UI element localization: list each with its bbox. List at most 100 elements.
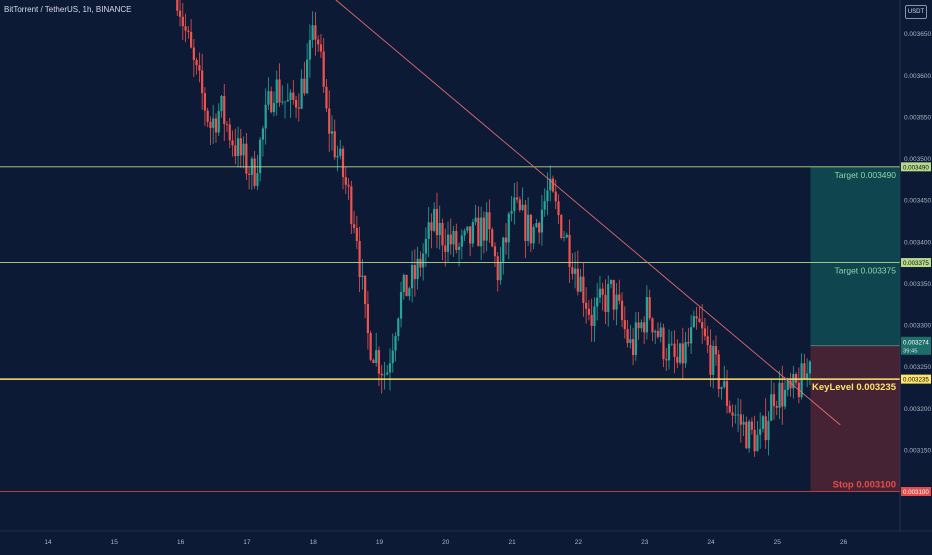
candle-body	[181, 16, 184, 27]
currency-badge[interactable]: USDT	[905, 5, 927, 19]
candle-body	[446, 234, 450, 252]
candle	[303, 61, 306, 96]
candle	[767, 411, 770, 456]
candle-body	[665, 359, 668, 361]
candle-body	[272, 103, 276, 113]
candle-body	[333, 131, 336, 158]
price-tick-label: 0.003350	[904, 281, 931, 288]
candle	[703, 317, 707, 341]
candle-body	[239, 138, 242, 156]
candle	[430, 213, 433, 249]
candle	[615, 283, 618, 326]
candle-body	[328, 108, 331, 134]
candle-body	[308, 40, 311, 60]
candle	[535, 218, 538, 229]
candle-body	[618, 294, 621, 301]
candle	[319, 34, 323, 58]
candle	[253, 151, 256, 189]
candle-body	[253, 158, 256, 186]
candle	[491, 227, 494, 248]
candle-body	[803, 363, 806, 380]
candle-body	[223, 96, 226, 125]
candle	[540, 194, 544, 246]
candle	[712, 340, 715, 389]
candle-body	[184, 26, 187, 31]
candle	[375, 332, 378, 367]
candle-body	[463, 230, 466, 236]
candle	[482, 211, 486, 254]
candle	[692, 310, 695, 328]
candle-body	[562, 237, 566, 239]
candle	[654, 329, 657, 344]
candle-body	[364, 275, 367, 305]
candle	[333, 119, 336, 160]
candle	[325, 79, 328, 113]
candle-body	[187, 30, 190, 32]
candle	[264, 88, 267, 145]
candle-body	[248, 173, 251, 175]
candle	[759, 412, 762, 449]
candle	[659, 322, 662, 343]
candle	[717, 349, 720, 398]
candle-body	[380, 373, 383, 376]
candle-body	[609, 280, 613, 285]
time-tick-label: 16	[177, 539, 185, 546]
candle-body	[278, 79, 281, 103]
candle	[725, 369, 729, 414]
candle-body	[585, 302, 588, 309]
candle-body	[739, 414, 742, 425]
candle	[444, 228, 447, 267]
candle	[745, 416, 748, 449]
candle-body	[435, 208, 439, 236]
candle-body	[195, 60, 198, 66]
candle-body	[615, 294, 618, 310]
candle	[551, 175, 555, 193]
price-tick-label: 0.003150	[904, 447, 931, 454]
time-tick-label: 18	[310, 539, 318, 546]
candle	[684, 332, 687, 368]
candle-body	[596, 297, 599, 307]
countdown-label: 39:45	[903, 348, 918, 354]
candle-body	[242, 143, 245, 156]
candle	[466, 226, 469, 234]
candle	[620, 292, 624, 328]
candle-body	[543, 201, 546, 210]
candle	[294, 96, 298, 118]
time-tick-label: 17	[243, 539, 251, 546]
candle	[507, 211, 510, 260]
candle-body	[444, 245, 447, 252]
candle	[631, 327, 635, 366]
stop-zone	[810, 345, 900, 492]
candle	[626, 319, 629, 348]
candle	[521, 187, 524, 211]
candle-body	[698, 318, 701, 322]
candle-body	[386, 372, 389, 375]
candle-body	[377, 350, 381, 374]
candle-body	[515, 197, 519, 200]
candle-body	[806, 373, 809, 380]
price-tag-label: 0.003490	[903, 164, 929, 171]
candle	[571, 253, 574, 280]
candle	[590, 298, 593, 342]
candle-body	[275, 79, 278, 104]
candle-body	[510, 211, 513, 214]
price-tick-label: 0.003200	[904, 406, 931, 413]
candle	[761, 414, 765, 433]
candle	[701, 304, 704, 344]
candle	[225, 121, 229, 133]
candle-body	[601, 288, 604, 295]
candle-body	[405, 274, 408, 297]
current-price-tag: 0.003274 39:45	[901, 336, 931, 355]
candle	[364, 275, 367, 319]
candle-body	[314, 25, 317, 40]
candle-body	[662, 327, 665, 360]
candle	[328, 90, 331, 152]
candle-body	[339, 148, 342, 156]
candle	[585, 287, 588, 324]
candle	[576, 250, 579, 296]
candle-body	[214, 118, 218, 133]
time-tick-label: 25	[774, 539, 782, 546]
candle	[347, 178, 350, 201]
